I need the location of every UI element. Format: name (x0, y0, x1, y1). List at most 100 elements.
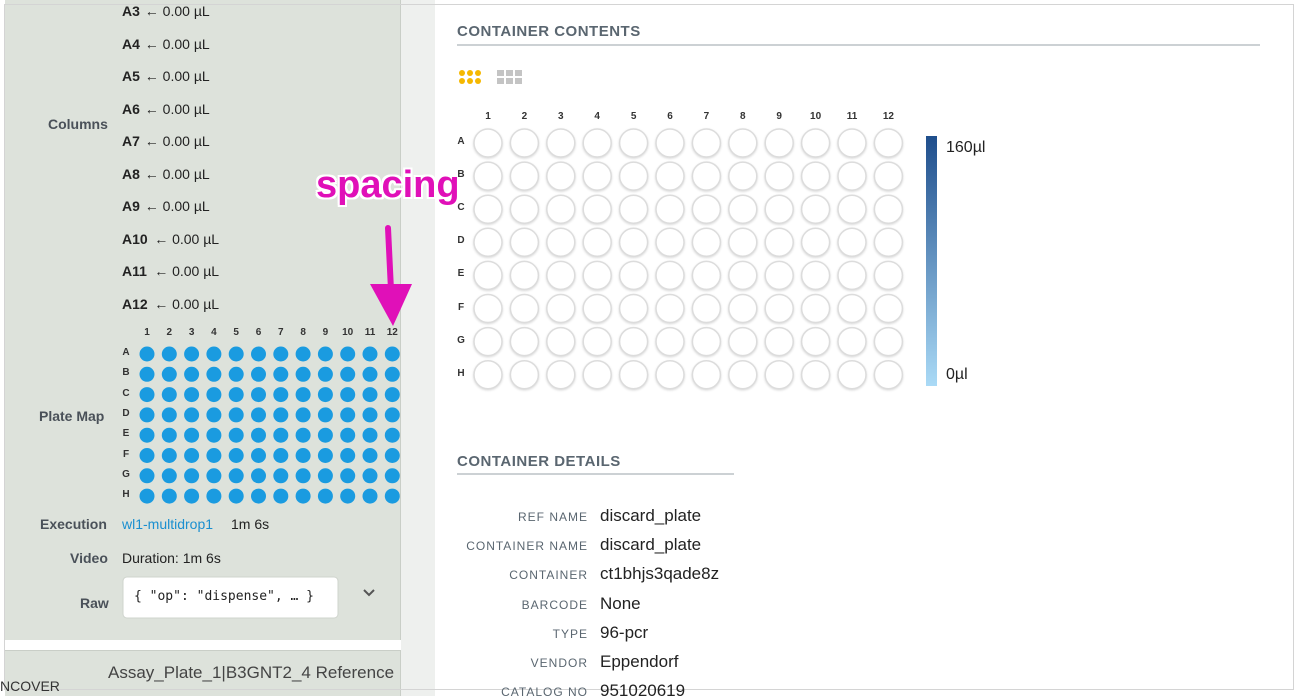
detail-link[interactable]: 96-pcr (600, 622, 649, 642)
plate-view-icon[interactable] (459, 70, 481, 84)
well (473, 194, 503, 224)
expand-chevron[interactable] (363, 589, 375, 597)
field-label: Execution (40, 516, 107, 532)
well (509, 260, 540, 291)
well-amount: ← 0.00 µL (154, 230, 220, 247)
well (800, 227, 831, 258)
well-dot (317, 407, 333, 423)
well-amount: ← 0.00 µL (144, 68, 210, 84)
well-dot (273, 468, 289, 484)
well (837, 359, 867, 390)
well-dot (362, 468, 378, 484)
well (728, 194, 758, 224)
well-dot (273, 448, 289, 463)
scale-max: 160µl (946, 139, 986, 156)
well (473, 293, 503, 324)
well-id: A9 (122, 198, 140, 214)
column-number: 3 (188, 327, 195, 338)
column-number: 4 (594, 111, 600, 122)
well-id: A6 (122, 100, 140, 117)
execution-duration: 1m 6s (231, 516, 270, 532)
column-number: 4 (211, 327, 217, 338)
detail-value: discard_plate (600, 535, 702, 555)
column-number: 9 (776, 111, 782, 122)
detail-value: discard_plate (600, 506, 702, 525)
column-number: 10 (342, 327, 354, 338)
column-number: 2 (166, 327, 173, 338)
well (473, 359, 503, 390)
well-dot (139, 468, 155, 484)
column-number: 7 (278, 327, 284, 338)
column-number: 2 (521, 111, 528, 122)
well-dot (340, 346, 356, 362)
well-dot (139, 427, 155, 443)
well (691, 260, 722, 291)
well (691, 326, 722, 357)
well (655, 194, 685, 224)
row-letter: C (122, 387, 130, 399)
well-dot (295, 346, 311, 362)
well-dot (228, 427, 244, 443)
well-id: A10 (122, 230, 148, 247)
well-dot (206, 387, 222, 403)
well-dot (184, 346, 200, 362)
well-dot (273, 407, 289, 423)
well (800, 128, 831, 158)
well-dot (295, 488, 311, 504)
well (655, 293, 685, 324)
well (873, 359, 904, 390)
detail-value: 951020619 (600, 681, 686, 696)
well-dot (362, 407, 378, 423)
column-number: 6 (255, 327, 262, 338)
well (582, 359, 612, 390)
well-dot (295, 448, 311, 463)
well-dot (251, 448, 266, 463)
detail-key: CONTAINER (509, 568, 588, 583)
well-dot (184, 366, 200, 382)
well (764, 326, 794, 357)
well (800, 326, 831, 357)
execution-link[interactable]: wl1-multidrop1 (122, 516, 214, 532)
well (618, 128, 649, 158)
detail-link[interactable]: ct1bhjs3qade8z (600, 564, 720, 584)
well-dot (161, 346, 177, 362)
row-letter: C (457, 202, 465, 214)
well (728, 359, 758, 390)
detail-key: CATALOG NO (501, 685, 588, 696)
well-dot (273, 346, 289, 362)
detail-key: TYPE (552, 626, 588, 641)
section-title: CONTAINER CONTENTS (457, 23, 641, 40)
well (728, 227, 758, 258)
well (618, 227, 649, 258)
well (473, 326, 503, 357)
well-dot (184, 488, 200, 504)
well (509, 359, 540, 390)
row-letter: G (457, 334, 465, 346)
row-letter: A (457, 136, 465, 147)
well-dot (384, 346, 400, 362)
detail-value: Eppendorf (600, 652, 679, 671)
well-dot (139, 346, 155, 362)
well-dot (362, 346, 378, 362)
well-dot (384, 366, 400, 382)
raw-json: { "op": "dispense", … } (134, 589, 315, 604)
well (582, 194, 612, 224)
well-dot (384, 427, 400, 443)
well-dot (251, 387, 266, 403)
well-dot (206, 488, 222, 504)
well (582, 128, 612, 158)
well-amount: ← 0.00 µL (144, 165, 210, 182)
column-number: 1 (144, 327, 150, 338)
well-dot (161, 448, 177, 463)
well (618, 359, 649, 390)
well-amount: ← 0.00 µL (144, 35, 210, 52)
well-dot (384, 448, 400, 463)
row-letter: D (457, 235, 465, 247)
grid-view-icon[interactable] (497, 70, 522, 84)
well (655, 359, 685, 390)
well-dot (161, 387, 177, 403)
column-number: 10 (810, 111, 822, 122)
well-dot (228, 468, 244, 484)
well-dot (228, 387, 244, 403)
